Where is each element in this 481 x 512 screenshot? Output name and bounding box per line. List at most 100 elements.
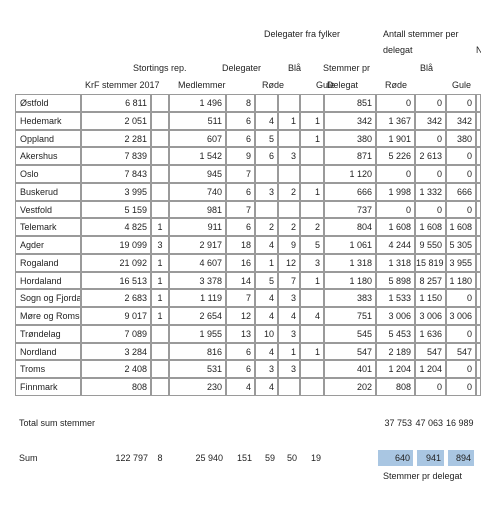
cell: 2 [255,218,278,236]
cell: 7 [226,200,255,219]
total-value: 37 753 [384,418,412,428]
header-label: delegat [383,45,413,55]
cell: 1 [300,182,324,201]
cell [476,324,481,343]
cell: 547 [415,342,446,361]
cell: 4 [255,111,278,130]
cell: 7 [226,289,255,307]
cell: 3 [300,253,324,272]
total-label: Total sum stemmer [19,418,96,428]
cell: 981 [169,200,226,219]
cell: 0 [415,165,446,183]
row-name: Vestfold [15,200,81,219]
cell: 3 995 [81,182,151,201]
cell: 547 [446,342,476,361]
cell: 5 453 [376,324,415,343]
cell: 911 [169,218,226,236]
cell [278,378,300,396]
row-name: Finnmark [15,378,81,396]
cell: 1 [151,218,169,236]
cell: 16 513 [81,271,151,290]
sum-value: 19 [310,453,321,463]
header-label: Blå [420,63,434,73]
cell: 740 [169,182,226,201]
cell: 0 [446,147,476,165]
cell: 666 [446,182,476,201]
cell: 3 [278,360,300,378]
cell: 0 [415,94,446,112]
cell [300,200,324,219]
header-label: Røde [262,80,285,90]
cell: 3 [278,289,300,307]
sum-value: 151 [236,453,252,463]
cell: 3 006 [376,307,415,325]
cell: 1 608 [376,218,415,236]
cell: 1 533 [376,289,415,307]
cell: 0 [446,200,476,219]
cell: 1 120 [324,165,376,183]
cell [278,200,300,219]
cell [476,94,481,112]
row-name: Trøndelag [15,324,81,343]
per-delegate-value: 640 [378,450,413,466]
row-name: Buskerud [15,182,81,201]
cell: 9 550 [415,236,446,254]
cell: 9 017 [81,307,151,325]
header-label: Delegater [222,63,262,73]
cell [476,378,481,396]
cell: 4 825 [81,218,151,236]
cell: 8 257 [415,271,446,290]
cell: 1 [151,289,169,307]
row-name: Møre og Romsdal [15,307,81,325]
sum-value: 50 [286,453,297,463]
cell: 380 [446,129,476,148]
cell: 0 [446,324,476,343]
cell: 7 [278,271,300,290]
cell: 1 901 [376,129,415,148]
cell: 0 [446,289,476,307]
cell: 3 006 [415,307,446,325]
cell [476,111,481,130]
cell: 1 061 [324,236,376,254]
cell: 3 [151,236,169,254]
cell: 2 408 [81,360,151,378]
per-delegate-value: 941 [417,450,444,466]
header-label: KrF stemmer 2017 [85,80,160,90]
total-value: 47 063 [415,418,443,428]
cell: 851 [324,94,376,112]
cell [476,165,481,183]
cell [151,378,169,396]
cell: 7 839 [81,147,151,165]
cell: 3 378 [169,271,226,290]
cell: 202 [324,378,376,396]
cell: 547 [324,342,376,361]
cell: 2 [278,182,300,201]
cell [476,236,481,254]
cell: 0 [376,200,415,219]
cell: 3 [255,182,278,201]
cell: 1 [151,253,169,272]
cell: 230 [169,378,226,396]
row-name: Agder [15,236,81,254]
header-label: Antall stemmer per [383,29,459,39]
cell: 16 [226,253,255,272]
cell [300,324,324,343]
cell: 6 [255,147,278,165]
cell: 2 051 [81,111,151,130]
header-label: Medlemmer [178,80,226,90]
cell: 4 607 [169,253,226,272]
cell: 342 [446,111,476,130]
cell: 7 843 [81,165,151,183]
cell: 3 006 [446,307,476,325]
cell [476,307,481,325]
cell [476,182,481,201]
cell: 1 180 [324,271,376,290]
header-label: Delegat [327,80,359,90]
cell: 808 [81,378,151,396]
cell: 4 [255,236,278,254]
header-label: Blå [288,63,302,73]
cell [151,182,169,201]
cell: 1 119 [169,289,226,307]
cell [151,129,169,148]
cell: 1 608 [446,218,476,236]
